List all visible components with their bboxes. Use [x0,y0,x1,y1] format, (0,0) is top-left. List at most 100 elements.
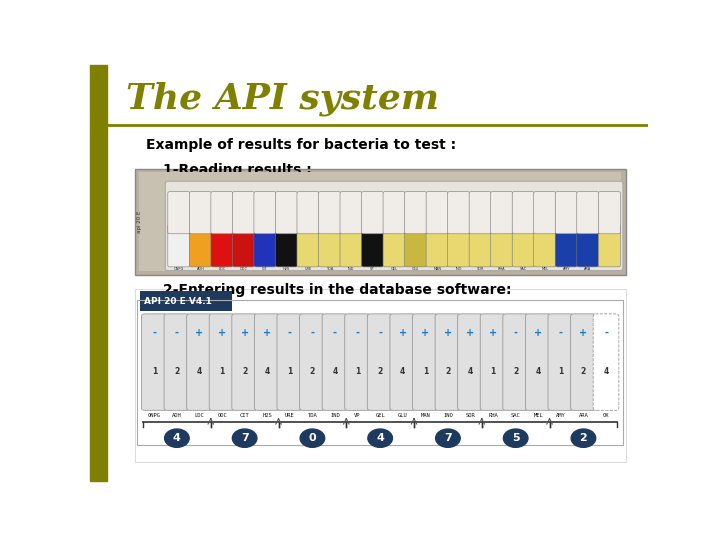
Text: VP: VP [354,413,361,418]
FancyBboxPatch shape [186,314,212,410]
Text: MAN: MAN [420,413,431,418]
FancyBboxPatch shape [189,225,212,267]
Text: 0: 0 [309,433,316,443]
FancyBboxPatch shape [512,225,534,267]
Bar [138,300,623,446]
FancyBboxPatch shape [448,225,469,267]
Text: MEL: MEL [541,267,549,271]
Text: INO: INO [443,413,453,418]
FancyBboxPatch shape [534,192,556,234]
Text: 4: 4 [265,367,270,376]
Bar [139,172,621,272]
FancyBboxPatch shape [340,225,362,267]
Circle shape [503,429,528,447]
Text: 2-Entering results in the database software:: 2-Entering results in the database softw… [163,283,511,297]
Circle shape [571,429,595,447]
FancyBboxPatch shape [318,225,341,267]
Bar [90,65,107,481]
Text: API 20 E V4.1: API 20 E V4.1 [144,297,212,306]
FancyBboxPatch shape [276,192,297,234]
FancyBboxPatch shape [593,314,619,410]
FancyBboxPatch shape [141,314,167,410]
FancyBboxPatch shape [555,225,577,267]
Text: +: + [195,328,204,338]
FancyBboxPatch shape [322,314,348,410]
Text: SOR: SOR [477,267,484,271]
FancyBboxPatch shape [340,192,362,234]
FancyBboxPatch shape [413,314,438,410]
FancyBboxPatch shape [361,192,384,234]
Text: ADH: ADH [197,267,204,271]
FancyBboxPatch shape [458,314,483,410]
Text: +: + [218,328,226,338]
Text: LDC: LDC [194,413,204,418]
Text: +: + [534,328,542,338]
Text: -: - [559,328,563,338]
FancyBboxPatch shape [426,225,449,267]
Text: 2: 2 [445,367,451,376]
Text: 2: 2 [242,367,247,376]
Text: +: + [444,328,452,338]
FancyBboxPatch shape [390,314,415,410]
Text: OX: OX [603,413,609,418]
Text: ARA: ARA [579,413,588,418]
Text: -: - [175,328,179,338]
Text: GLU: GLU [412,267,419,271]
FancyBboxPatch shape [469,192,491,234]
Text: -: - [604,328,608,338]
FancyBboxPatch shape [254,225,276,267]
Text: 4: 4 [468,367,473,376]
Text: +: + [580,328,588,338]
FancyBboxPatch shape [555,192,577,234]
Text: 4: 4 [536,367,541,376]
FancyBboxPatch shape [233,192,254,234]
FancyBboxPatch shape [570,314,596,410]
Text: 5: 5 [512,433,520,443]
Text: +: + [264,328,271,338]
Text: +: + [240,328,248,338]
Text: Example of results for bacteria to test :: Example of results for bacteria to test … [145,138,456,152]
Text: ONPG: ONPG [174,267,184,271]
Text: MAN: MAN [433,267,441,271]
Text: H2S: H2S [283,267,290,271]
Text: 2: 2 [174,367,179,376]
Text: SOR: SOR [466,413,475,418]
FancyBboxPatch shape [405,225,427,267]
Text: LDC: LDC [218,267,225,271]
Text: -: - [378,328,382,338]
Text: 1: 1 [220,367,225,376]
FancyBboxPatch shape [297,225,319,267]
Text: AMY: AMY [562,267,570,271]
Text: 4: 4 [400,367,405,376]
FancyBboxPatch shape [503,314,528,410]
FancyBboxPatch shape [168,192,190,234]
Text: 2: 2 [581,367,586,376]
FancyBboxPatch shape [211,225,233,267]
Text: 1: 1 [558,367,564,376]
FancyBboxPatch shape [233,225,254,267]
FancyBboxPatch shape [490,192,513,234]
Text: GEL: GEL [375,413,385,418]
FancyBboxPatch shape [426,192,449,234]
Bar [135,168,626,275]
Text: IND: IND [330,413,340,418]
FancyBboxPatch shape [254,192,276,234]
Text: GEL: GEL [391,267,397,271]
FancyBboxPatch shape [189,192,212,234]
FancyBboxPatch shape [164,314,190,410]
FancyBboxPatch shape [361,225,384,267]
FancyBboxPatch shape [277,314,302,410]
FancyBboxPatch shape [383,225,405,267]
Text: ODC: ODC [240,267,248,271]
Text: 7: 7 [240,433,248,443]
FancyBboxPatch shape [383,192,405,234]
FancyBboxPatch shape [232,314,258,410]
Text: 1: 1 [490,367,495,376]
FancyBboxPatch shape [598,225,621,267]
Text: CIT: CIT [240,413,250,418]
Text: URE: URE [305,267,312,271]
Bar [135,289,626,462]
FancyBboxPatch shape [211,192,233,234]
Text: TDA: TDA [326,267,333,271]
Text: -: - [310,328,315,338]
